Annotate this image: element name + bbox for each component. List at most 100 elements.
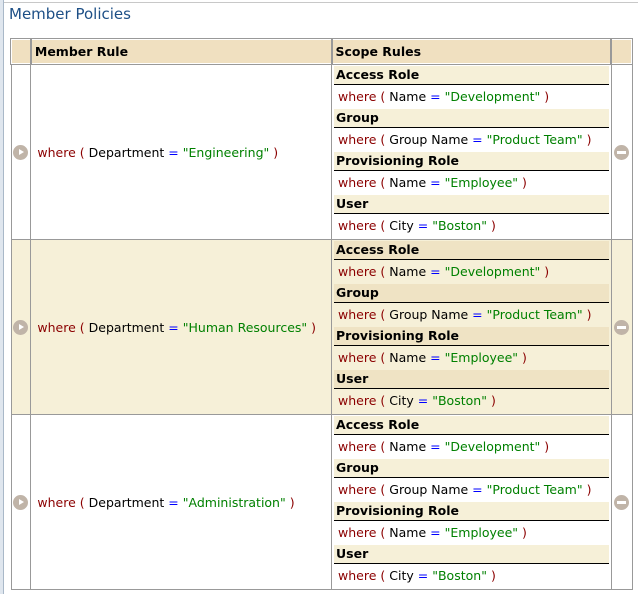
field-name: Name [389, 89, 427, 104]
field-value: "Human Resources" [182, 319, 308, 335]
scope-expression: where ( Name = "Employee" ) [334, 346, 609, 370]
scope-expression: where ( Group Name = "Product Team" ) [334, 128, 609, 152]
equals-operator: = [168, 144, 179, 160]
where-keyword: where [37, 144, 76, 160]
close-paren: ) [490, 218, 496, 233]
scope-type-header: Group [334, 459, 609, 478]
open-paren: ( [380, 89, 386, 104]
page-title: Member Policies [9, 5, 131, 23]
field-name: Department [88, 319, 165, 335]
open-paren: ( [380, 568, 386, 583]
close-paren: ) [586, 482, 592, 497]
equals-operator: = [168, 494, 179, 510]
scope-type-header: Access Role [334, 241, 609, 260]
field-value: "Product Team" [486, 132, 583, 147]
field-value: "Product Team" [486, 307, 583, 322]
field-name: Name [389, 175, 427, 190]
field-name: Name [389, 350, 427, 365]
scope-expression: where ( Name = "Employee" ) [334, 171, 609, 195]
where-keyword: where [338, 218, 377, 233]
scope-type-header: Access Role [334, 416, 609, 435]
field-value: "Product Team" [486, 482, 583, 497]
expand-arrow-icon[interactable] [13, 145, 29, 160]
member-rule-cell: where ( Department = "Administration" ) [30, 414, 333, 590]
equals-operator: = [430, 350, 441, 365]
field-value: "Development" [444, 264, 541, 279]
where-keyword: where [338, 89, 377, 104]
scope-type-header: Group [334, 284, 609, 303]
field-value: "Administration" [182, 494, 286, 510]
expand-arrow-icon[interactable] [13, 320, 29, 335]
equals-operator: = [430, 175, 441, 190]
field-value: "Employee" [444, 525, 519, 540]
left-frame-border [0, 0, 4, 594]
where-keyword: where [338, 264, 377, 279]
close-paren: ) [311, 319, 317, 335]
policy-row: where ( Department = "Administration" ) … [10, 414, 633, 590]
remove-icon[interactable] [614, 320, 630, 335]
where-keyword: where [338, 350, 377, 365]
scope-rules-cell: Access Role where ( Name = "Development" … [331, 239, 612, 415]
field-name: Department [88, 494, 165, 510]
open-paren: ( [79, 144, 85, 160]
open-paren: ( [79, 319, 85, 335]
field-value: "Employee" [444, 350, 519, 365]
remove-icon[interactable] [614, 145, 630, 160]
field-name: Group Name [389, 482, 469, 497]
open-paren: ( [380, 218, 386, 233]
field-value: "Boston" [432, 218, 487, 233]
field-name: Name [389, 264, 427, 279]
scope-expression: where ( Group Name = "Product Team" ) [334, 303, 609, 327]
expand-arrow-icon[interactable] [13, 495, 29, 510]
close-paren: ) [490, 393, 496, 408]
member-rule-cell: where ( Department = "Human Resources" ) [30, 239, 333, 415]
policy-row: where ( Department = "Human Resources" )… [10, 239, 633, 415]
equals-operator: = [430, 264, 441, 279]
equals-operator: = [472, 132, 483, 147]
scope-expression: where ( Name = "Employee" ) [334, 521, 609, 545]
scope-type-header: Access Role [334, 66, 609, 85]
scope-expression: where ( City = "Boston" ) [334, 389, 609, 413]
scope-expression: where ( Name = "Development" ) [334, 435, 609, 459]
field-name: Name [389, 439, 427, 454]
scope-expression: where ( Name = "Development" ) [334, 85, 609, 109]
scope-expression: where ( Group Name = "Product Team" ) [334, 478, 609, 502]
close-paren: ) [522, 525, 527, 540]
top-frame-border [4, 0, 638, 3]
equals-operator: = [430, 439, 441, 454]
field-name: City [389, 393, 414, 408]
open-paren: ( [380, 525, 386, 540]
field-value: "Development" [444, 439, 541, 454]
open-paren: ( [380, 439, 386, 454]
where-keyword: where [37, 319, 76, 335]
close-paren: ) [544, 439, 550, 454]
policy-row: where ( Department = "Engineering" ) Acc… [10, 63, 633, 240]
field-name: Group Name [389, 132, 469, 147]
equals-operator: = [472, 482, 483, 497]
scope-type-header: User [334, 370, 609, 389]
field-name: Group Name [389, 307, 469, 322]
where-keyword: where [338, 439, 377, 454]
member-rule-cell: where ( Department = "Engineering" ) [30, 63, 333, 240]
field-name: City [389, 218, 414, 233]
scope-type-header: User [334, 545, 609, 564]
open-paren: ( [380, 175, 386, 190]
field-name: Department [88, 144, 165, 160]
scope-rules-cell: Access Role where ( Name = "Development" … [331, 63, 612, 240]
where-keyword: where [338, 525, 377, 540]
equals-operator: = [168, 319, 179, 335]
scope-type-header: Provisioning Role [334, 502, 609, 521]
where-keyword: where [338, 482, 377, 497]
scope-type-header: Provisioning Role [334, 327, 609, 346]
field-value: "Development" [444, 89, 541, 104]
open-paren: ( [79, 494, 85, 510]
equals-operator: = [430, 525, 441, 540]
open-paren: ( [380, 264, 386, 279]
field-value: "Employee" [444, 175, 519, 190]
field-value: "Boston" [432, 393, 487, 408]
equals-operator: = [417, 393, 429, 408]
close-paren: ) [522, 350, 527, 365]
remove-icon[interactable] [614, 495, 630, 510]
equals-operator: = [472, 307, 483, 322]
header-actions [610, 38, 633, 65]
